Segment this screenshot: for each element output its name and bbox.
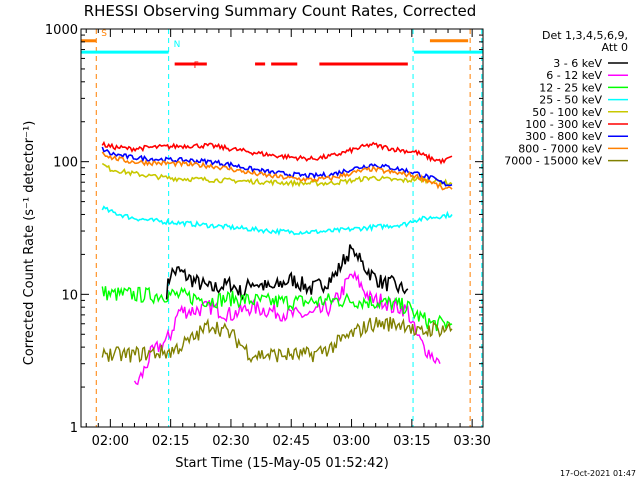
legend-label-5: 100 - 300 keV	[525, 118, 602, 131]
x-tick-label: 02:15	[152, 434, 189, 449]
flag-label-s: S	[101, 29, 107, 39]
series-line-3-0	[101, 205, 453, 236]
series-line-4-0	[101, 162, 453, 188]
legend-label-6: 300 - 800 keV	[525, 130, 602, 143]
series-line-8-0	[101, 316, 453, 364]
legend-label-3: 25 - 50 keV	[539, 94, 602, 107]
series-line-0-0	[165, 244, 409, 301]
plot-area: S N F	[81, 29, 483, 427]
x-tick-label: 03:30	[453, 434, 490, 449]
chart-title: RHESSI Observing Summary Count Rates, Co…	[84, 2, 477, 20]
footer-timestamp: 17-Oct-2021 01:47	[560, 469, 636, 478]
x-tick-label: 02:30	[212, 434, 249, 449]
y-tick-label: 100	[53, 156, 78, 171]
series-line-2-0	[101, 286, 453, 332]
legend-label-8: 7000 - 15000 keV	[504, 155, 602, 168]
x-tick-label: 02:00	[92, 434, 129, 449]
legend-label-4: 50 - 100 keV	[532, 106, 602, 119]
x-tick-label: 03:00	[333, 434, 370, 449]
y-tick-label: 1	[70, 421, 78, 436]
legend-label-1: 6 - 12 keV	[546, 69, 602, 82]
legend-header-detectors: Det 1,3,4,5,6,9,	[542, 29, 628, 42]
legend-label-2: 12 - 25 keV	[539, 81, 602, 94]
y-tick-label: 1000	[45, 23, 78, 38]
series-line-6-0	[101, 146, 453, 187]
legend-header-attenuator: Att 0	[602, 41, 628, 54]
x-tick-label: 02:45	[273, 434, 310, 449]
series-line-5-0	[101, 140, 453, 165]
legend-label-0: 3 - 6 keV	[553, 57, 602, 70]
y-axis-label: Corrected Count Rate (s⁻¹ detector⁻¹)	[22, 121, 37, 366]
flag-label-f: F	[194, 61, 199, 71]
flag-label-n: N	[174, 40, 181, 50]
series-line-1-0	[133, 269, 441, 386]
x-axis-label: Start Time (15-May-05 01:52:42)	[175, 456, 389, 471]
y-tick-label: 10	[61, 288, 78, 303]
plot-clipped-group: S N F	[81, 29, 483, 427]
series-line-7-0	[101, 151, 453, 191]
x-tick-label: 03:15	[393, 434, 430, 449]
legend-label-7: 800 - 7000 keV	[518, 142, 602, 155]
axes: 1 10 100 1000 02:00 02:15 02:30 02:45 03:00 03:15…	[45, 23, 491, 449]
plot-frame	[80, 28, 484, 428]
